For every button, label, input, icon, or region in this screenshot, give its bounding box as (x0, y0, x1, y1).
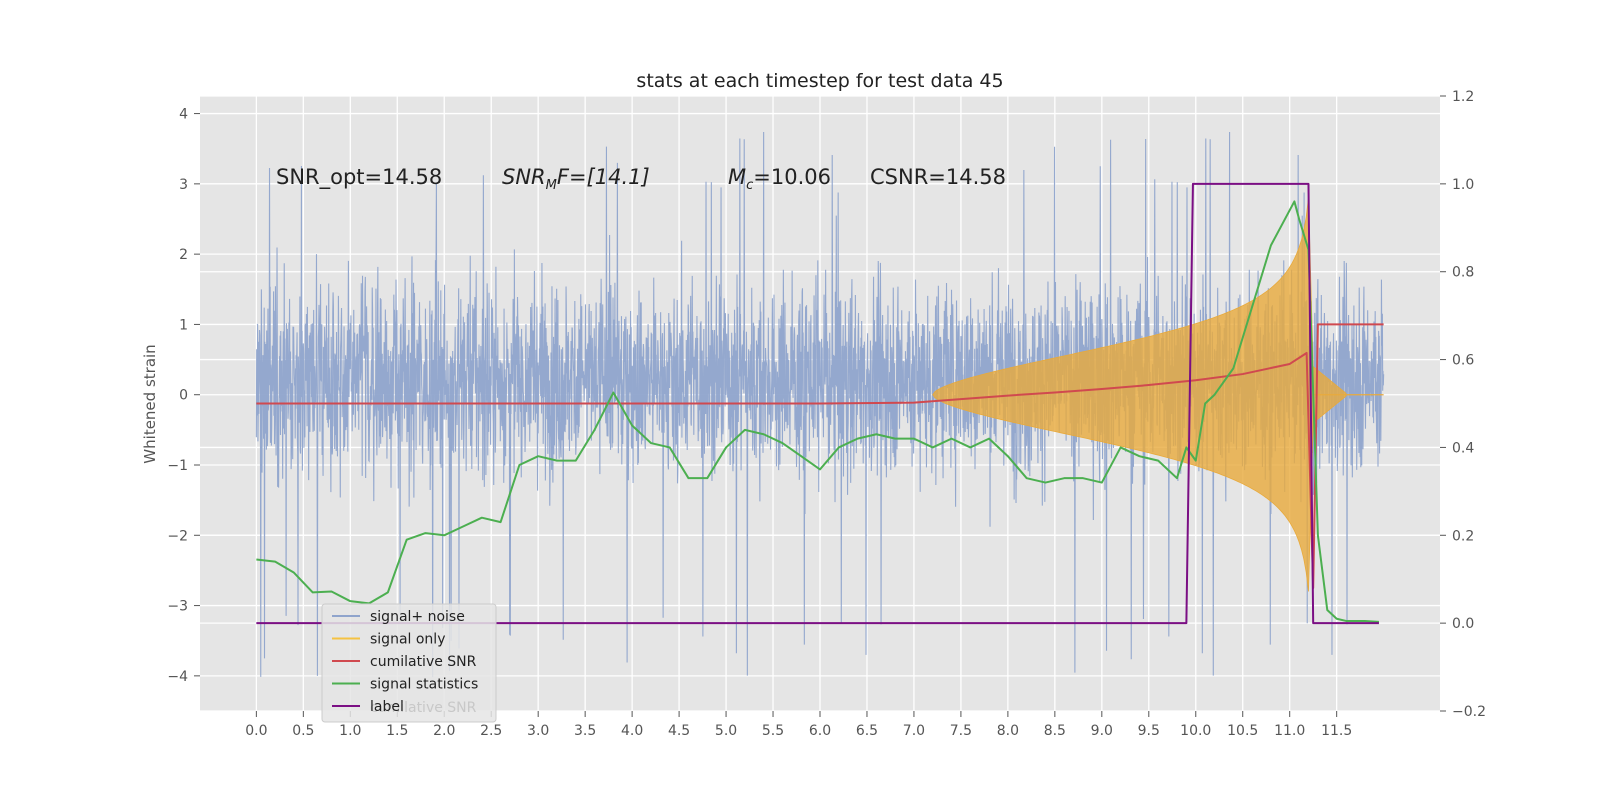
y-axis-label: Whitened strain (141, 344, 159, 463)
x-tick-label: 9.5 (1138, 723, 1160, 739)
legend: cumilative SNR signal+ noise signal only c… (321, 603, 497, 723)
annotation-snr-mf: SNRMF=[14.1] (502, 165, 650, 193)
x-tick-label: 10.5 (1227, 723, 1258, 739)
annotation-csnr: CSNR=14.58 (870, 165, 1006, 189)
x-tick-label: 7.0 (903, 723, 925, 739)
y-tick-label: −4 (167, 669, 188, 685)
x-tick-label: 9.0 (1091, 723, 1113, 739)
legend-label: label (370, 699, 404, 715)
x-tick-label: 5.5 (762, 723, 784, 739)
y-tick-label: −1 (167, 458, 188, 474)
y-tick-label: 0 (179, 388, 188, 404)
x-tick-label: 4.5 (668, 723, 690, 739)
x-tick-label: 10.0 (1180, 723, 1211, 739)
x-tick-label: 7.5 (950, 723, 972, 739)
y-right-tick-label: 0.4 (1452, 440, 1474, 456)
y-right-tick-label: 0.8 (1452, 265, 1474, 281)
annotation-mc: Mc=10.06 (728, 165, 831, 193)
y-axis-left: −4 −3 −2 −1 0 1 2 3 4 (167, 107, 200, 685)
y-right-tick-label: 1.0 (1452, 177, 1474, 193)
legend-label: signal only (370, 632, 445, 648)
y-tick-label: −3 (167, 599, 188, 615)
chart-title: stats at each timestep for test data 45 (636, 70, 1003, 92)
x-tick-label: 2.5 (480, 723, 502, 739)
legend-label: cumilative SNR (370, 654, 477, 670)
y-right-tick-label: 0.6 (1452, 353, 1474, 369)
x-tick-label: 6.0 (809, 723, 831, 739)
y-tick-label: 1 (179, 317, 188, 333)
x-tick-label: 3.5 (574, 723, 596, 739)
series-label (256, 182, 1379, 625)
series-signal-statistics (256, 200, 1380, 623)
y-right-tick-label: 0.2 (1452, 528, 1474, 544)
y-tick-label: −2 (167, 528, 188, 544)
y-axis-right: −0.2 0.0 0.2 0.4 0.6 0.8 1.0 1.2 (1440, 89, 1486, 720)
legend-box (321, 603, 497, 723)
legend-label: signal+ noise (370, 609, 465, 625)
x-tick-label: 0.0 (245, 723, 267, 739)
legend-entries: signal+ noise signal only cumilative SNR si… (332, 609, 478, 715)
x-tick-label: 5.0 (715, 723, 737, 739)
y-tick-label: 3 (179, 177, 188, 193)
series-lines (256, 182, 1384, 625)
series-signal-only (932, 197, 1384, 592)
x-tick-label: 1.5 (386, 723, 408, 739)
legend-label: signal statistics (370, 677, 478, 693)
x-tick-label: 11.5 (1321, 723, 1352, 739)
x-axis: 0.0 0.5 1.0 1.5 2.0 2.5 3.0 3.5 4.0 4.5 5.0 5.5 6.0 6… (245, 711, 1352, 739)
annotations: SNR_opt=14.58 SNRMF=[14.1] Mc=10.06 CSNR… (276, 165, 1006, 193)
y-tick-label: 4 (179, 107, 188, 123)
y-tick-label: 2 (179, 247, 188, 263)
y-right-tick-label: 1.2 (1452, 89, 1474, 105)
x-tick-label: 4.0 (621, 723, 643, 739)
y-right-tick-label: 0.0 (1452, 616, 1474, 632)
x-tick-label: 8.5 (1044, 723, 1066, 739)
x-tick-label: 1.0 (339, 723, 361, 739)
annotation-snr-opt: SNR_opt=14.58 (276, 165, 442, 190)
x-tick-label: 0.5 (292, 723, 314, 739)
x-tick-label: 11.0 (1274, 723, 1305, 739)
x-tick-label: 3.0 (527, 723, 549, 739)
legend-ghost-text: cumilative SNR (370, 700, 477, 716)
x-tick-label: 6.5 (856, 723, 878, 739)
x-tick-label: 8.0 (997, 723, 1019, 739)
x-tick-label: 2.0 (433, 723, 455, 739)
y-right-tick-label: −0.2 (1452, 704, 1486, 720)
